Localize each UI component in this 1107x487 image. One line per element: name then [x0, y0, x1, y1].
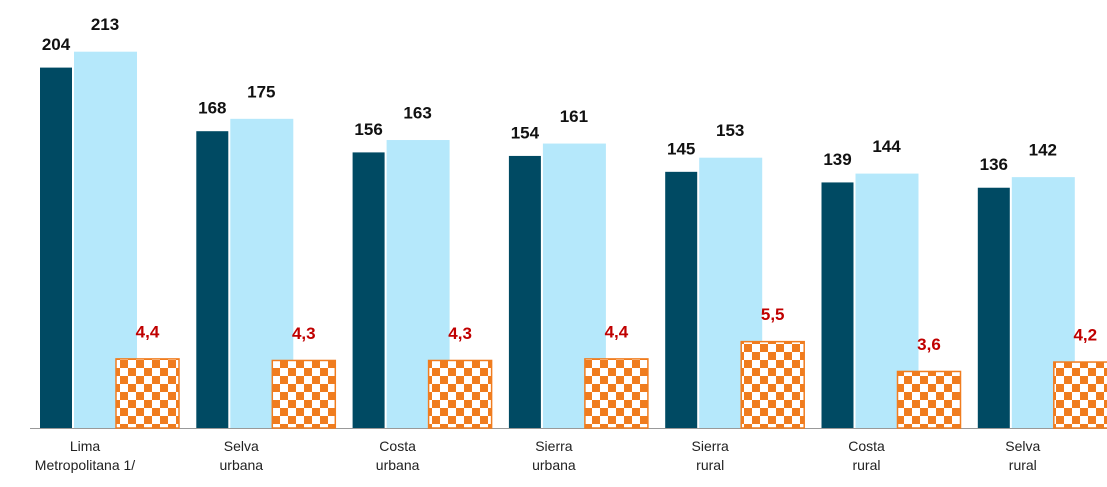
data-label: 156: [354, 120, 382, 139]
data-label: 144: [872, 137, 901, 156]
bar: [821, 182, 854, 428]
x-tick-label: Costa rural: [848, 438, 885, 473]
data-label: 204: [42, 35, 71, 54]
bar: [665, 171, 698, 429]
bar: [1053, 361, 1107, 429]
bar: [896, 370, 962, 429]
x-tick-label: Sierra urbana: [532, 438, 576, 473]
bar: [740, 340, 805, 429]
data-label: 145: [667, 139, 695, 158]
bar: [271, 359, 337, 429]
data-label: 168: [198, 99, 226, 118]
bar: [196, 131, 229, 428]
x-tick-label: Selva urbana: [219, 438, 264, 473]
data-label: 154: [511, 123, 540, 142]
x-tick-label: Costa urbana: [375, 438, 420, 473]
data-label: 4,3: [292, 324, 316, 343]
bar: [115, 358, 180, 429]
x-tick-label: Lima Metropolitana 1/: [34, 438, 136, 473]
data-label: 5,5: [761, 305, 785, 324]
bar: [352, 152, 385, 428]
data-label: 161: [560, 107, 588, 126]
data-label: 153: [716, 121, 744, 140]
data-label: 4,4: [136, 322, 160, 341]
data-label: 4,4: [605, 322, 629, 341]
x-tick-label: Selva rural: [1005, 438, 1041, 473]
bar: [40, 67, 72, 428]
data-label: 163: [403, 104, 431, 123]
data-label: 213: [91, 15, 119, 34]
data-label: 4,3: [448, 324, 472, 343]
data-label: 4,2: [1073, 326, 1097, 345]
bar: [427, 359, 493, 429]
data-label: 139: [823, 150, 851, 169]
data-label: 3,6: [917, 335, 941, 354]
bar: [977, 187, 1010, 428]
x-tick-label: Sierra rural: [691, 438, 729, 473]
data-label: 175: [247, 82, 275, 101]
data-label: 142: [1029, 141, 1057, 160]
bar: [584, 358, 649, 429]
bar: [508, 155, 541, 428]
data-label: 136: [980, 155, 1008, 174]
